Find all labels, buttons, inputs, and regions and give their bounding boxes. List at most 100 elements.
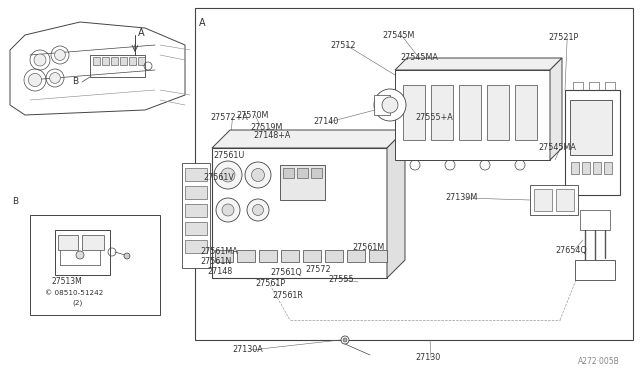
Polygon shape [550,58,562,160]
Text: 27555+A: 27555+A [415,113,452,122]
Bar [403,85,425,140]
Circle shape [252,169,264,182]
Circle shape [214,161,242,189]
Bar [487,85,509,140]
Bar [571,162,579,174]
Text: (2): (2) [72,300,83,306]
Text: 27572: 27572 [305,266,331,275]
Text: 27561MA: 27561MA [200,247,237,257]
Bar [570,100,612,155]
Bar [582,162,590,174]
Bar [212,148,387,278]
Circle shape [341,336,349,344]
Bar [575,260,615,280]
Text: 27545M: 27545M [382,31,414,39]
Circle shape [343,338,347,342]
Circle shape [34,54,46,66]
Bar [311,168,322,178]
Bar [55,230,110,275]
Text: 27561P: 27561P [255,279,285,288]
Bar [138,57,145,65]
Text: 27545MA: 27545MA [538,144,576,153]
Polygon shape [212,130,405,148]
Bar [185,186,207,199]
Circle shape [253,205,264,215]
Text: 27139M: 27139M [445,193,477,202]
Text: 27519M: 27519M [250,124,282,132]
Polygon shape [10,22,185,115]
Bar [280,165,325,200]
Bar [129,57,136,65]
Bar [185,222,207,235]
Text: B: B [12,198,18,206]
Text: 27521P: 27521P [548,33,579,42]
Text: 27130: 27130 [415,353,440,362]
Text: 27561N: 27561N [200,257,231,266]
Bar [303,250,321,262]
Bar [259,250,277,262]
Circle shape [28,73,42,87]
Text: 27140: 27140 [313,118,339,126]
Bar [185,240,207,253]
Text: A: A [138,28,145,38]
Circle shape [247,199,269,221]
Circle shape [374,89,406,121]
Bar [111,57,118,65]
Bar [604,162,612,174]
Bar [593,162,601,174]
Bar [102,57,109,65]
Text: 27555: 27555 [328,276,354,285]
Bar [395,70,550,160]
Bar [573,82,583,90]
Text: 27148: 27148 [207,267,232,276]
Circle shape [50,73,60,83]
Text: 27561V: 27561V [203,173,234,183]
Bar [58,235,78,250]
Circle shape [54,49,65,60]
Bar [82,235,104,250]
Circle shape [222,204,234,216]
Text: 27561R: 27561R [272,291,303,299]
Text: 27654Q: 27654Q [555,246,587,254]
Circle shape [76,251,84,259]
Circle shape [245,162,271,188]
Bar [565,90,620,195]
Polygon shape [395,58,562,70]
Bar [237,250,255,262]
Bar [369,250,387,262]
Circle shape [216,198,240,222]
Bar [605,82,615,90]
Bar [185,168,207,181]
Bar [93,57,100,65]
Polygon shape [387,130,405,278]
Text: A: A [199,18,205,28]
Bar [589,82,599,90]
Bar [215,250,233,262]
Text: © 08510-51242: © 08510-51242 [45,290,104,296]
Bar [283,168,294,178]
Text: 27130A: 27130A [232,346,263,355]
Text: 27561Q: 27561Q [270,267,301,276]
Text: A272·005B: A272·005B [579,357,620,366]
Bar [534,189,552,211]
Text: 27561U: 27561U [213,151,244,160]
Circle shape [124,253,130,259]
Bar [515,85,537,140]
Bar [90,55,145,77]
Bar [530,185,578,215]
Text: 27148+A: 27148+A [253,131,291,140]
Bar [580,210,610,230]
Bar [120,57,127,65]
Bar [347,250,365,262]
Bar [182,163,210,268]
Circle shape [221,168,235,182]
Bar [30,215,160,315]
Bar [459,85,481,140]
Bar [195,8,633,340]
Text: 27545MA: 27545MA [400,54,438,62]
Text: B: B [72,77,78,87]
Bar [325,250,343,262]
Text: 27512: 27512 [330,41,355,49]
Bar [297,168,308,178]
Text: 27570M: 27570M [236,110,268,119]
